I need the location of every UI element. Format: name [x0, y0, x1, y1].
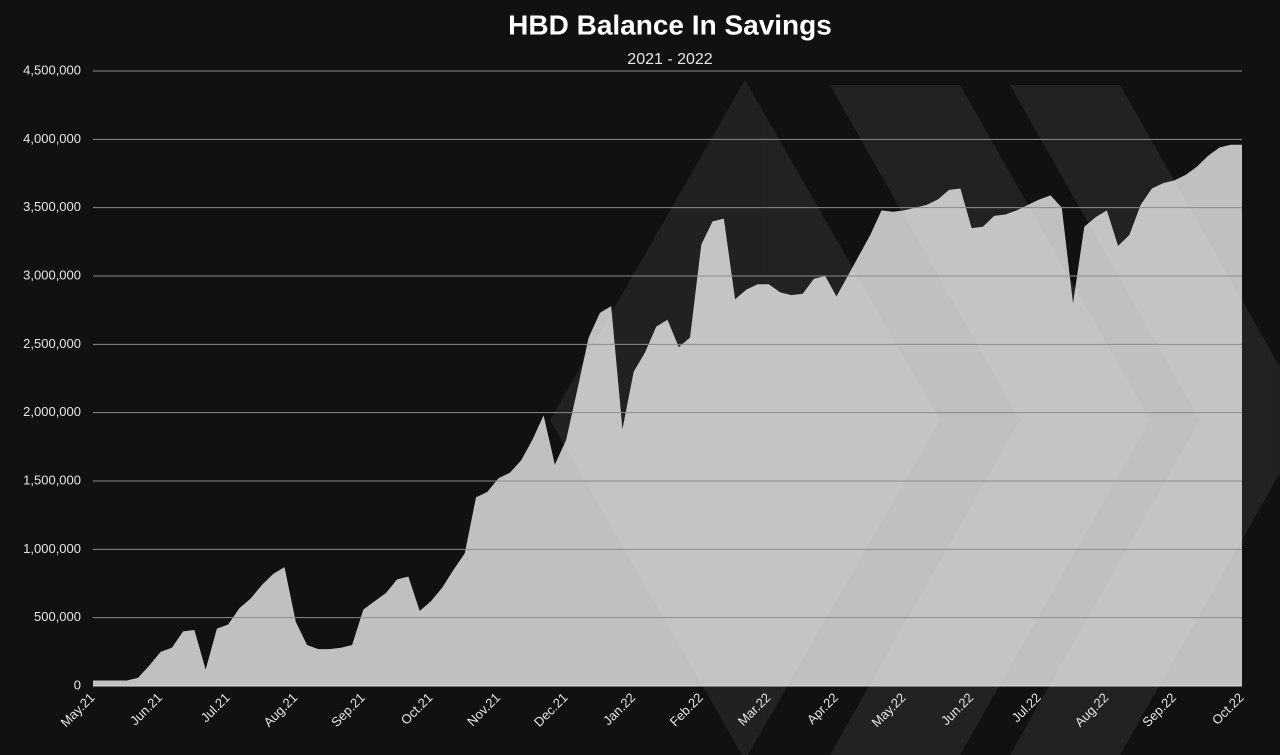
y-tick-label: 3,000,000 — [23, 267, 81, 282]
chart-subtitle: 2021 - 2022 — [627, 51, 713, 68]
y-tick-label: 4,000,000 — [23, 131, 81, 146]
chart-title: HBD Balance In Savings — [508, 9, 832, 40]
y-tick-label: 1,500,000 — [23, 472, 81, 487]
area — [93, 144, 1242, 687]
watermark — [550, 80, 1280, 755]
y-tick-label: 2,000,000 — [23, 404, 81, 419]
y-tick-label: 4,500,000 — [23, 62, 81, 77]
y-tick-label: 500,000 — [34, 609, 81, 624]
y-tick-label: 0 — [74, 677, 81, 692]
y-tick-label: 2,500,000 — [23, 336, 81, 351]
y-tick-label: 3,500,000 — [23, 199, 81, 214]
plot-area — [93, 144, 1242, 687]
y-tick-label: 1,000,000 — [23, 541, 81, 556]
